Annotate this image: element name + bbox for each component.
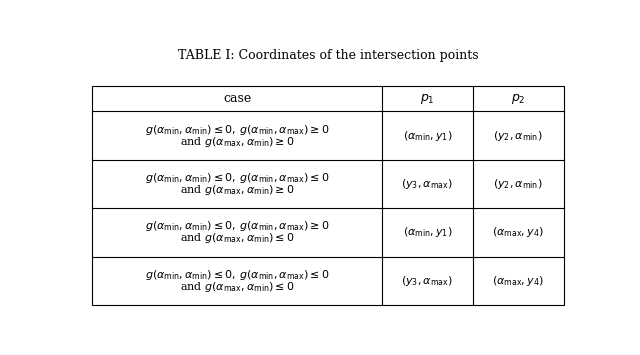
Text: $(\alpha_{\min}, y_1)$: $(\alpha_{\min}, y_1)$ xyxy=(403,129,452,143)
Text: $g(\alpha_{\min},\alpha_{\min}) \leq 0,\, g(\alpha_{\min},\alpha_{\max}) \leq 0$: $g(\alpha_{\min},\alpha_{\min}) \leq 0,\… xyxy=(145,171,330,185)
Text: $g(\alpha_{\min},\alpha_{\min}) \leq 0,\, g(\alpha_{\min},\alpha_{\max}) \leq 0$: $g(\alpha_{\min},\alpha_{\min}) \leq 0,\… xyxy=(145,268,330,282)
Text: $(\alpha_{\max}, y_4)$: $(\alpha_{\max}, y_4)$ xyxy=(492,274,544,288)
Text: $(y_3, \alpha_{\max})$: $(y_3, \alpha_{\max})$ xyxy=(401,274,453,288)
Text: $p_1$: $p_1$ xyxy=(420,92,435,106)
Text: $(\alpha_{\max}, y_4)$: $(\alpha_{\max}, y_4)$ xyxy=(492,225,544,239)
Text: $(y_2, \alpha_{\min})$: $(y_2, \alpha_{\min})$ xyxy=(493,177,543,191)
Text: $g(\alpha_{\min},\alpha_{\min}) \leq 0,\, g(\alpha_{\min},\alpha_{\max}) \geq 0$: $g(\alpha_{\min},\alpha_{\min}) \leq 0,\… xyxy=(145,123,330,137)
Text: $p_2$: $p_2$ xyxy=(511,92,525,106)
Text: and $g(\alpha_{\max},\alpha_{\min}) \geq 0$: and $g(\alpha_{\max},\alpha_{\min}) \geq… xyxy=(180,183,294,197)
Text: case: case xyxy=(223,92,252,105)
Text: and $g(\alpha_{\max},\alpha_{\min}) \leq 0$: and $g(\alpha_{\max},\alpha_{\min}) \leq… xyxy=(180,280,294,294)
Text: $g(\alpha_{\min},\alpha_{\min}) \leq 0,\, g(\alpha_{\min},\alpha_{\max}) \geq 0$: $g(\alpha_{\min},\alpha_{\min}) \leq 0,\… xyxy=(145,219,330,234)
Text: and $g(\alpha_{\max},\alpha_{\min}) \geq 0$: and $g(\alpha_{\max},\alpha_{\min}) \geq… xyxy=(180,135,294,149)
Text: $(y_3, \alpha_{\max})$: $(y_3, \alpha_{\max})$ xyxy=(401,177,453,191)
Text: $(y_2, \alpha_{\min})$: $(y_2, \alpha_{\min})$ xyxy=(493,129,543,143)
Text: and $g(\alpha_{\max},\alpha_{\min}) \leq 0$: and $g(\alpha_{\max},\alpha_{\min}) \leq… xyxy=(180,231,294,245)
Text: TABLE I: Coordinates of the intersection points: TABLE I: Coordinates of the intersection… xyxy=(178,49,478,62)
Text: $(\alpha_{\min}, y_1)$: $(\alpha_{\min}, y_1)$ xyxy=(403,225,452,239)
